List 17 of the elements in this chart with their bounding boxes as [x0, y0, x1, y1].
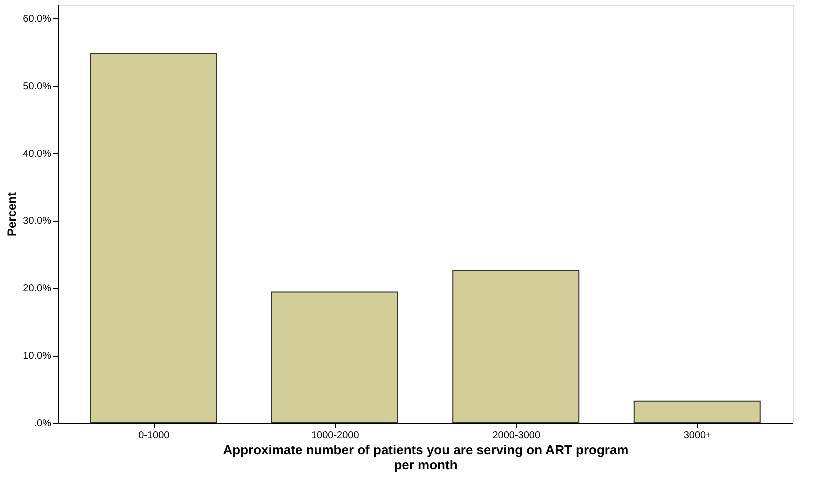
y-tick-label: 20.0% [23, 284, 52, 295]
bar [634, 400, 761, 424]
y-tick-label: 60.0% [23, 14, 52, 25]
x-tick-label: 1000-2000 [311, 430, 360, 442]
bar [452, 270, 580, 424]
y-tick-label: .0% [34, 418, 52, 430]
x-tick-label: 2000-3000 [492, 430, 541, 442]
bar [271, 292, 398, 424]
x-tick-label: 0-1000 [138, 430, 170, 442]
y-tick-label: 30.0% [23, 216, 52, 228]
x-axis-title: Approximate number of patients you are serving on ART program per month [223, 442, 629, 472]
y-tick-label: 10.0% [23, 351, 52, 362]
x-tick-label: 3000+ [684, 430, 712, 442]
y-tick-label: 50.0% [23, 81, 52, 92]
bar [90, 53, 218, 424]
y-tick-label: 40.0% [23, 148, 52, 160]
y-axis-title: Percent [5, 192, 20, 237]
